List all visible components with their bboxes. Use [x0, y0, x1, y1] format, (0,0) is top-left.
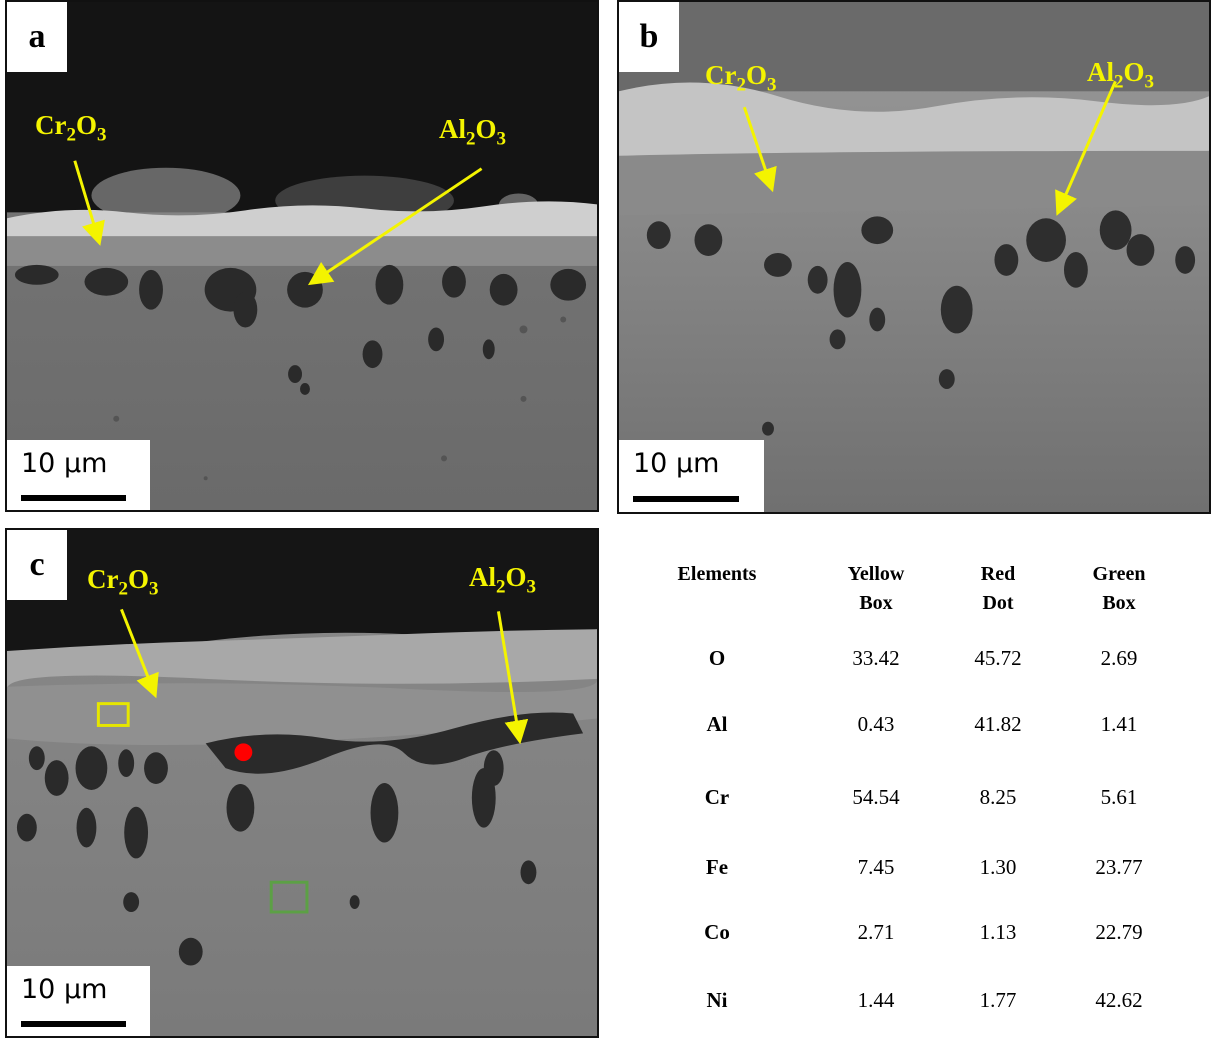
cell-green: 42.62	[1095, 988, 1143, 1012]
sem-image-c	[7, 530, 597, 1036]
scale-line-a	[21, 495, 126, 501]
cell-yellow: 54.54	[852, 785, 900, 809]
cell-red: 1.30	[979, 855, 1017, 879]
scale-bar-b: 10 μm	[619, 440, 764, 512]
table-header: Elements Yellow Box Red Dot Green Box	[622, 560, 1182, 618]
cell-red: 41.82	[974, 712, 1022, 736]
green-box-marker	[269, 880, 309, 914]
cell-yellow: 33.42	[852, 646, 900, 670]
cell-green: 2.69	[1100, 646, 1138, 670]
cell-yellow: 2.71	[857, 920, 895, 944]
sem-panel-a: a Cr2O3 Al2O3 10 μm	[5, 0, 599, 512]
cell-element: Cr	[704, 785, 730, 809]
cr2o3-label-b: Cr2O3	[705, 60, 777, 96]
red-dot-marker	[234, 743, 253, 762]
table-row: Al 0.43 41.82 1.41	[622, 712, 1182, 737]
table-row: O 33.42 45.72 2.69	[622, 646, 1182, 671]
table-row: Ni 1.44 1.77 42.62	[622, 988, 1182, 1013]
header-green-box: Green Box	[1092, 563, 1146, 614]
al2o3-label-c: Al2O3	[469, 562, 537, 598]
panel-label-c: c	[7, 530, 67, 600]
scale-label-a: 10 μm	[21, 448, 108, 479]
cell-element: Ni	[706, 988, 728, 1012]
yellow-box-marker	[96, 702, 130, 727]
cell-red: 1.77	[979, 988, 1017, 1012]
composition-table: Elements Yellow Box Red Dot Green Box O 33.…	[622, 560, 1182, 1012]
scale-label-b: 10 μm	[633, 448, 720, 479]
cell-red: 45.72	[974, 646, 1022, 670]
cell-red: 1.13	[979, 920, 1017, 944]
cr2o3-label-a: Cr2O3	[35, 110, 107, 146]
al2o3-label-a: Al2O3	[439, 114, 507, 150]
header-elements: Elements	[677, 563, 757, 585]
scale-bar-c: 10 μm	[7, 966, 150, 1036]
table-row: Co 2.71 1.13 22.79	[622, 920, 1182, 945]
cr2o3-label-c: Cr2O3	[87, 564, 159, 600]
table-row: Cr 54.54 8.25 5.61	[622, 785, 1182, 810]
cell-yellow: 7.45	[857, 855, 895, 879]
cell-element: Al	[706, 712, 728, 736]
table-row: Fe 7.45 1.30 23.77	[622, 855, 1182, 880]
header-red-dot: Red Dot	[980, 563, 1016, 614]
cell-red: 8.25	[979, 785, 1017, 809]
scale-label-c: 10 μm	[21, 974, 108, 1005]
sem-image-a	[7, 2, 597, 510]
al2o3-label-b: Al2O3	[1087, 57, 1155, 93]
sem-panel-b: b Cr2O3 Al2O3 10 μm	[617, 0, 1211, 514]
panel-label-a: a	[7, 2, 67, 72]
sem-panel-c: c Cr2O3 Al2O3 10 μm	[5, 528, 599, 1038]
cell-green: 22.79	[1095, 920, 1143, 944]
cell-yellow: 1.44	[857, 988, 895, 1012]
scale-line-c	[21, 1021, 126, 1027]
cell-green: 5.61	[1100, 785, 1138, 809]
cell-element: Fe	[705, 855, 729, 879]
cell-yellow: 0.43	[857, 712, 895, 736]
cell-element: O	[708, 646, 726, 670]
cell-green: 23.77	[1095, 855, 1143, 879]
panel-label-b: b	[619, 2, 679, 72]
cell-green: 1.41	[1100, 712, 1138, 736]
scale-bar-a: 10 μm	[7, 440, 150, 510]
scale-line-b	[633, 496, 739, 502]
header-yellow-box: Yellow Box	[847, 563, 905, 614]
cell-element: Co	[704, 920, 730, 944]
